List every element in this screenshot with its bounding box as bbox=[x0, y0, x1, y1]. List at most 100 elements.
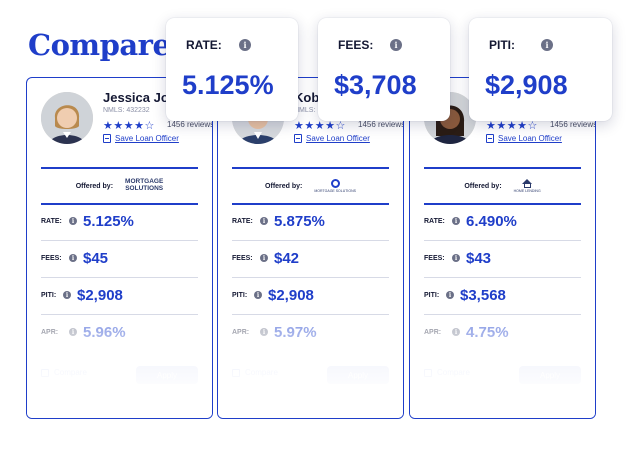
lender-logo: MORTGAGE SOLUTIONS bbox=[125, 178, 164, 193]
save-loan-officer-link[interactable]: Save Loan Officer bbox=[103, 134, 179, 143]
reviews-count[interactable]: 1456 reviews bbox=[167, 120, 213, 129]
offered-by: Offered by: MORTGAGE SOLUTIONS bbox=[41, 173, 198, 199]
loan-offer-card: ★★★★☆ 1456 reviews Save Loan Officer Off… bbox=[409, 77, 596, 419]
bookmark-icon bbox=[294, 134, 302, 143]
metric-rate: RATE: i 5.125% bbox=[41, 206, 198, 236]
offered-by-label: Offered by: bbox=[75, 182, 114, 190]
summary-label: PITI: bbox=[489, 38, 515, 52]
metric-value: 5.125% bbox=[83, 212, 134, 230]
metric-value: $45 bbox=[83, 249, 109, 267]
divider bbox=[41, 167, 198, 169]
reviews-count[interactable]: 1456 reviews bbox=[550, 120, 596, 129]
metric-apr: APR: i 5.97% bbox=[232, 317, 389, 347]
nmls-number: NMLS: 432232 bbox=[103, 107, 150, 114]
metric-piti: PITI: i $2,908 bbox=[41, 280, 198, 310]
compare-checkbox[interactable]: Compare bbox=[232, 368, 278, 377]
metric-value: $42 bbox=[274, 249, 300, 267]
compare-label: Compare bbox=[245, 368, 278, 377]
metric-apr: APR: i 4.75% bbox=[424, 317, 581, 347]
offered-by: Offered by: HOME LENDING bbox=[424, 173, 581, 199]
summary-piti-card: PITI: i $2,908 bbox=[469, 18, 612, 121]
loan-officer-name: Kob bbox=[294, 90, 320, 105]
metric-fees: FEES: i $43 bbox=[424, 243, 581, 273]
avatar bbox=[424, 92, 476, 144]
divider bbox=[232, 240, 389, 241]
info-icon[interactable]: i bbox=[446, 291, 454, 299]
divider bbox=[232, 167, 389, 169]
metric-value: $2,908 bbox=[268, 286, 314, 304]
divider bbox=[424, 167, 581, 169]
save-loan-officer-link[interactable]: Save Loan Officer bbox=[294, 134, 370, 143]
info-icon[interactable]: i bbox=[390, 39, 402, 51]
compare-checkbox[interactable]: Compare bbox=[424, 368, 470, 377]
save-loan-officer-label: Save Loan Officer bbox=[115, 134, 179, 143]
metric-fees: FEES: i $45 bbox=[41, 243, 198, 273]
info-icon[interactable]: i bbox=[260, 217, 268, 225]
apply-button[interactable]: Apply bbox=[327, 366, 389, 384]
info-icon[interactable]: i bbox=[239, 39, 251, 51]
house-icon-base bbox=[523, 184, 531, 188]
compare-label: Compare bbox=[437, 368, 470, 377]
loan-offer-card: Jessica Jo NMLS: 432232 ★★★★☆ 1456 revie… bbox=[26, 77, 213, 419]
info-icon[interactable]: i bbox=[69, 254, 77, 262]
save-loan-officer-label: Save Loan Officer bbox=[306, 134, 370, 143]
info-icon[interactable]: i bbox=[254, 291, 262, 299]
metric-value: $43 bbox=[466, 249, 492, 267]
summary-rate-card: RATE: i 5.125% bbox=[166, 18, 298, 121]
summary-value: $2,908 bbox=[485, 70, 568, 100]
info-icon[interactable]: i bbox=[452, 328, 460, 336]
offered-by: Offered by: MORTGAGE SOLUTIONS bbox=[232, 173, 389, 199]
info-icon[interactable]: i bbox=[541, 39, 553, 51]
summary-label: FEES: bbox=[338, 38, 374, 52]
metric-label: RATE: bbox=[232, 217, 253, 225]
metric-value: $2,908 bbox=[77, 286, 123, 304]
checkbox-box[interactable] bbox=[424, 368, 432, 377]
nmls-number: NMLS: bbox=[294, 107, 316, 114]
divider bbox=[232, 314, 389, 315]
info-icon[interactable]: i bbox=[452, 217, 460, 225]
metric-label: PITI: bbox=[232, 291, 248, 299]
checkbox-box[interactable] bbox=[41, 368, 49, 377]
metric-rate: RATE: i 5.875% bbox=[232, 206, 389, 236]
metric-label: APR: bbox=[41, 328, 59, 336]
lender-logo-line: SOLUTIONS bbox=[125, 185, 164, 192]
info-icon[interactable]: i bbox=[452, 254, 460, 262]
summary-value: 5.125% bbox=[182, 70, 274, 100]
metric-label: APR: bbox=[424, 328, 442, 336]
apply-button[interactable]: Apply bbox=[136, 366, 198, 384]
reviews-count[interactable]: 1456 reviews bbox=[358, 120, 404, 129]
metric-fees: FEES: i $42 bbox=[232, 243, 389, 273]
checkbox-box[interactable] bbox=[232, 368, 240, 377]
metric-label: FEES: bbox=[232, 254, 253, 262]
compare-checkbox[interactable]: Compare bbox=[41, 368, 87, 377]
metric-value: 6.490% bbox=[466, 212, 517, 230]
divider bbox=[232, 277, 389, 278]
metric-value: 5.96% bbox=[83, 323, 126, 341]
metric-label: PITI: bbox=[41, 291, 57, 299]
metric-rate: RATE: i 6.490% bbox=[424, 206, 581, 236]
info-icon[interactable]: i bbox=[69, 328, 77, 336]
loan-offer-card: Kob NMLS: ★★★★☆ 1456 reviews Save Loan O… bbox=[217, 77, 404, 419]
lender-logo-text: MORTGAGE SOLUTIONS bbox=[314, 189, 356, 193]
divider bbox=[424, 203, 581, 205]
lender-logo: HOME LENDING bbox=[514, 179, 541, 193]
summary-label: RATE: bbox=[186, 38, 222, 52]
divider bbox=[424, 240, 581, 241]
summary-value: $3,708 bbox=[334, 70, 417, 100]
metric-value: 4.75% bbox=[466, 323, 509, 341]
info-icon[interactable]: i bbox=[260, 254, 268, 262]
info-icon[interactable]: i bbox=[260, 328, 268, 336]
compare-label: Compare bbox=[54, 368, 87, 377]
save-loan-officer-link[interactable]: Save Loan Officer bbox=[486, 134, 562, 143]
info-icon[interactable]: i bbox=[69, 217, 77, 225]
divider bbox=[232, 203, 389, 205]
lender-logo-text: HOME LENDING bbox=[513, 189, 541, 193]
metric-value: 5.97% bbox=[274, 323, 317, 341]
metric-label: FEES: bbox=[41, 254, 62, 262]
apply-button[interactable]: Apply bbox=[519, 366, 581, 384]
divider bbox=[41, 240, 198, 241]
divider bbox=[424, 277, 581, 278]
lender-logo-line: MORTGAGE bbox=[125, 178, 164, 186]
info-icon[interactable]: i bbox=[63, 291, 71, 299]
divider bbox=[424, 314, 581, 315]
